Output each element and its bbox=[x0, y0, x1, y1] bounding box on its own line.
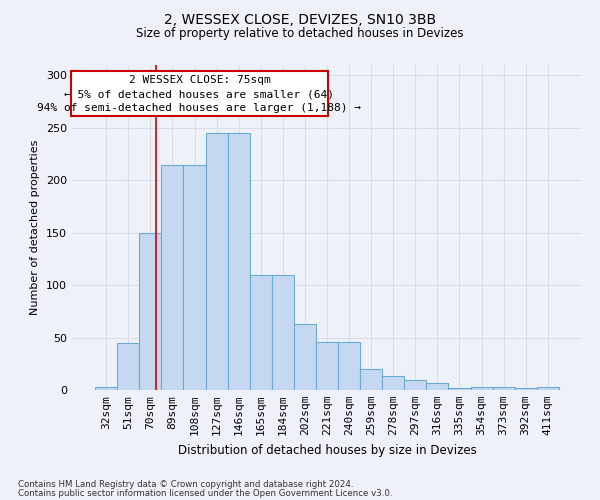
Bar bbox=[404, 380, 427, 390]
Bar bbox=[161, 164, 184, 390]
Text: Size of property relative to detached houses in Devizes: Size of property relative to detached ho… bbox=[136, 28, 464, 40]
Bar bbox=[206, 133, 227, 390]
Bar bbox=[117, 343, 139, 390]
Bar bbox=[493, 387, 515, 390]
Text: Contains public sector information licensed under the Open Government Licence v3: Contains public sector information licen… bbox=[18, 488, 392, 498]
Bar bbox=[427, 382, 448, 390]
X-axis label: Distribution of detached houses by size in Devizes: Distribution of detached houses by size … bbox=[178, 444, 476, 456]
Bar bbox=[139, 232, 161, 390]
Text: 2, WESSEX CLOSE, DEVIZES, SN10 3BB: 2, WESSEX CLOSE, DEVIZES, SN10 3BB bbox=[164, 12, 436, 26]
Bar bbox=[537, 387, 559, 390]
Bar bbox=[272, 274, 294, 390]
Y-axis label: Number of detached properties: Number of detached properties bbox=[31, 140, 40, 315]
Bar bbox=[470, 387, 493, 390]
Text: ← 5% of detached houses are smaller (64): ← 5% of detached houses are smaller (64) bbox=[64, 89, 335, 99]
Bar bbox=[515, 388, 537, 390]
Bar bbox=[95, 387, 117, 390]
Bar bbox=[227, 133, 250, 390]
Bar bbox=[184, 164, 206, 390]
Bar bbox=[294, 324, 316, 390]
Text: 94% of semi-detached houses are larger (1,188) →: 94% of semi-detached houses are larger (… bbox=[37, 103, 361, 113]
Text: Contains HM Land Registry data © Crown copyright and database right 2024.: Contains HM Land Registry data © Crown c… bbox=[18, 480, 353, 489]
Bar bbox=[360, 369, 382, 390]
Bar bbox=[448, 388, 470, 390]
Text: 2 WESSEX CLOSE: 75sqm: 2 WESSEX CLOSE: 75sqm bbox=[128, 75, 271, 85]
Bar bbox=[250, 274, 272, 390]
Bar bbox=[316, 342, 338, 390]
Bar bbox=[338, 342, 360, 390]
Bar bbox=[382, 376, 404, 390]
